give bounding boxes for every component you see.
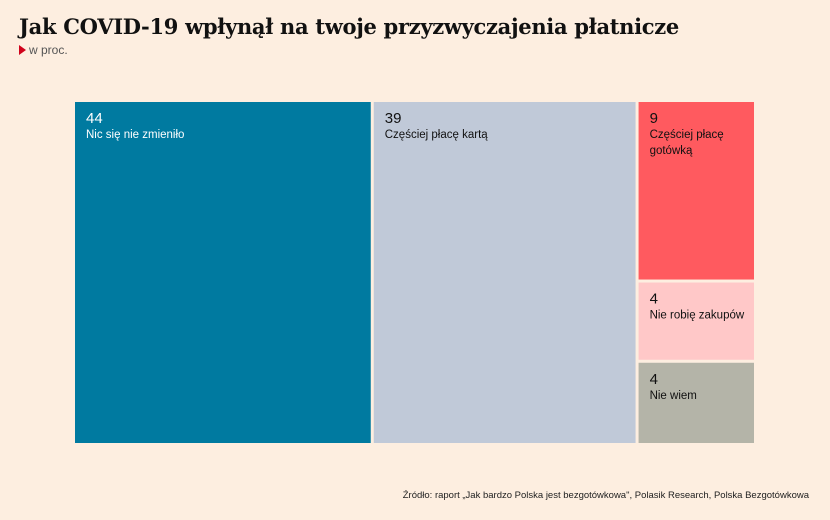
treemap-tile: 44 Nic się nie zmieniło [75,102,371,443]
treemap-tile-rect [75,102,371,443]
treemap-tile-value: 4 [650,371,658,388]
chart-subtitle: w proc. [19,43,68,57]
treemap-tile-rect [638,102,754,280]
treemap-tile: 9 Częściej płacę gotówką [638,102,754,280]
treemap-tile-label: Nie wiem [650,390,697,402]
subtitle-text: w proc. [29,43,68,57]
chart-title: Jak COVID-19 wpłynął na twoje przyzwycza… [19,14,679,39]
treemap-tile-label: Nie robię zakupów [650,310,745,322]
treemap-tile: 4 Nie wiem [638,362,754,443]
treemap-tile-value: 9 [650,110,658,127]
treemap-tile-rect [638,362,754,443]
treemap-tile: 39 Częściej płacę kartą [373,102,636,443]
treemap-tile-label: Częściej płacę kartą [385,129,489,141]
source-note: Źródło: raport „Jak bardzo Polska jest b… [402,490,809,501]
treemap-tile-rect [373,102,636,443]
treemap-tile-label: Częściej płacę [650,129,724,141]
treemap-tile: 4 Nie robię zakupów [638,282,754,360]
treemap-tile-value: 44 [86,110,103,127]
treemap-tile-rect [638,282,754,360]
treemap-tile-value: 39 [385,110,402,127]
treemap-tile-label: gotówką [650,145,693,157]
treemap-tile-label: Nic się nie zmieniło [86,129,184,141]
subtitle-arrow-icon [19,45,26,55]
treemap-tile-value: 4 [650,291,658,308]
